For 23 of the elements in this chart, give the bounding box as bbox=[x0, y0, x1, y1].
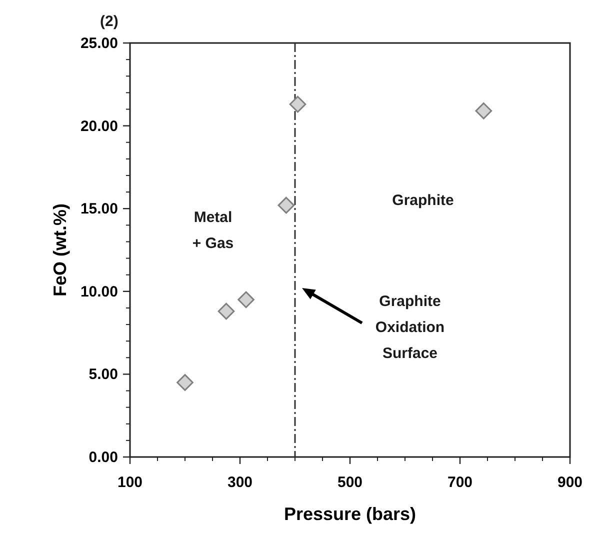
point bbox=[278, 196, 295, 214]
y-tick-label: 15.00 bbox=[80, 200, 118, 218]
x-tick-label: 100 bbox=[117, 474, 143, 491]
annotation: Graphite bbox=[392, 192, 454, 209]
y-tick-label: 0.00 bbox=[88, 449, 118, 466]
point bbox=[475, 102, 492, 120]
x-tick-label: 700 bbox=[447, 474, 473, 491]
y-tick-label: 25.00 bbox=[80, 35, 118, 52]
point bbox=[238, 291, 254, 308]
y-axis-title: FeO (wt.%) bbox=[50, 203, 70, 296]
point bbox=[218, 302, 235, 320]
x-tick-label: 300 bbox=[227, 474, 253, 491]
x-tick-label: 500 bbox=[337, 474, 363, 491]
point bbox=[176, 374, 194, 391]
y-tick-label: 5.00 bbox=[88, 366, 118, 384]
annotation: Metal + Gas bbox=[192, 209, 234, 252]
text: (2) bbox=[100, 13, 118, 30]
annotation: Graphite Oxidation Surface bbox=[375, 293, 445, 362]
x-tick-label: 900 bbox=[557, 474, 583, 491]
y-tick-label: 10.00 bbox=[80, 283, 118, 300]
point bbox=[289, 96, 306, 113]
y-tick-label: 20.00 bbox=[80, 118, 118, 135]
x-axis-title: Pressure (bars) bbox=[284, 504, 416, 524]
